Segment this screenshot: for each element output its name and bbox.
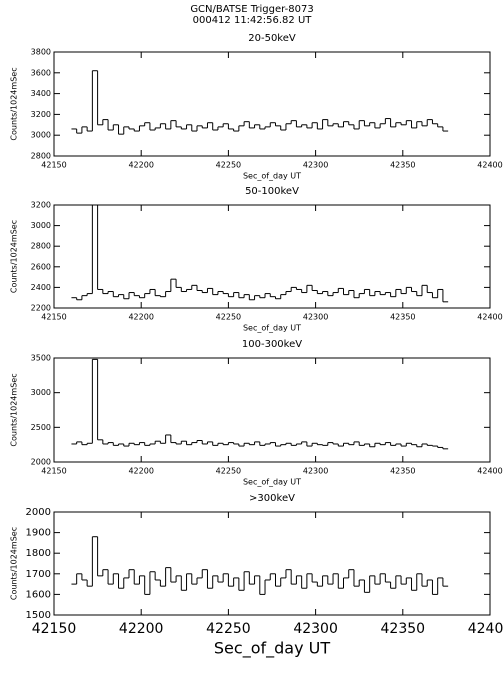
x-tick-label: 42200 [128,467,153,476]
x-tick-label: 42150 [41,313,66,322]
y-tick-label: 1900 [26,528,51,539]
y-tick-label: 3000 [31,221,51,230]
x-tick-label: 42400 [477,313,502,322]
y-tick-label: 3500 [31,354,51,363]
x-axis-label: Sec_of_day UT [243,324,301,333]
y-tick-label: 3600 [31,68,51,77]
y-axis-label: Counts/1024mSec [10,67,19,140]
x-tick-label: 42250 [216,161,241,170]
y-tick-label: 3800 [31,48,51,57]
x-tick-label: 42300 [303,467,328,476]
y-tick-label: 1500 [26,610,51,621]
x-tick-label: 42150 [32,621,77,637]
y-axis-label: Counts/1024mSec [10,373,19,446]
x-tick-label: 42300 [293,621,338,637]
x-tick-label: 42150 [41,161,66,170]
y-tick-label: 2000 [26,507,51,518]
x-tick-label: 42200 [119,621,164,637]
panel-title: 100-300keV [242,339,302,350]
x-tick-label: 42350 [390,467,415,476]
y-tick-label: 2800 [31,242,51,251]
y-tick-label: 2000 [31,458,51,467]
x-tick-label: 42400 [468,621,504,637]
y-axis-label: Counts/1024mSec [10,527,19,600]
y-tick-label: 2600 [31,262,51,271]
panel-title: 20-50keV [248,33,296,44]
y-tick-label: 2200 [31,304,51,313]
y-tick-label: 1600 [26,589,51,600]
y-axis-label: Counts/1024mSec [10,220,19,293]
y-tick-label: 3000 [31,388,51,397]
figure-subtitle: 000412 11:42:56.82 UT [193,15,313,26]
plot-frame [53,204,491,309]
figure-title: GCN/BATSE Trigger-8073 [190,4,313,15]
panel-title: >300keV [249,493,295,504]
x-tick-label: 42350 [390,161,415,170]
plot-frame [53,51,491,157]
x-axis-label: Sec_of_day UT [243,172,301,181]
x-tick-label: 42350 [390,313,415,322]
x-tick-label: 42250 [216,467,241,476]
x-tick-label: 42400 [477,161,502,170]
x-tick-label: 42300 [303,313,328,322]
y-tick-label: 3400 [31,89,51,98]
y-tick-label: 3200 [31,201,51,210]
x-axis-label: Sec_of_day UT [214,639,330,659]
plot-frame [53,511,491,616]
x-tick-label: 42300 [303,161,328,170]
y-tick-label: 1700 [26,569,51,580]
y-tick-label: 1800 [26,548,51,559]
x-tick-label: 42350 [381,621,426,637]
plot-frame [53,357,491,463]
x-tick-label: 42150 [41,467,66,476]
y-tick-label: 2500 [31,423,51,432]
y-tick-label: 2800 [31,152,51,161]
y-tick-label: 3200 [31,110,51,119]
x-tick-label: 42250 [216,313,241,322]
x-tick-label: 42250 [206,621,251,637]
x-tick-label: 42200 [128,313,153,322]
x-tick-label: 42200 [128,161,153,170]
y-tick-label: 2400 [31,283,51,292]
panel-title: 50-100keV [245,186,299,197]
x-tick-label: 42400 [477,467,502,476]
y-tick-label: 3000 [31,131,51,140]
x-axis-label: Sec_of_day UT [243,478,301,487]
